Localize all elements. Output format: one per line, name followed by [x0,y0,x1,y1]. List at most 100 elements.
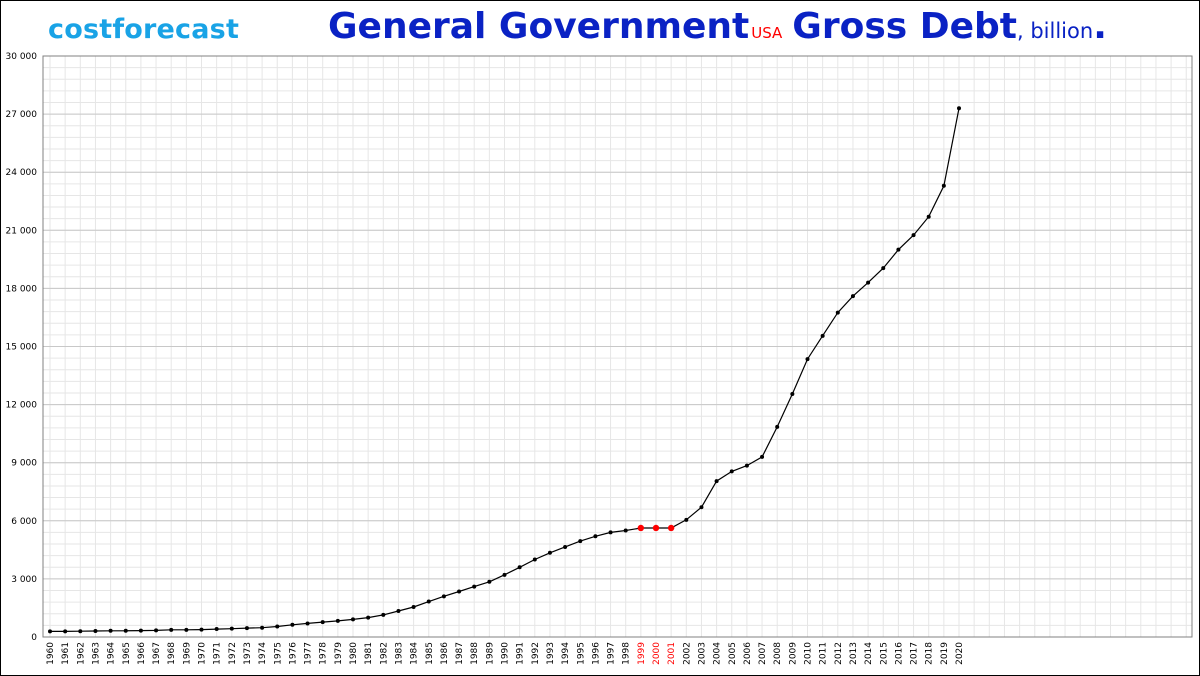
data-point [411,604,416,609]
data-point [775,424,780,429]
data-point [850,294,855,299]
x-tick-label: 2005 [728,642,738,665]
x-tick-label: 1990 [501,642,511,665]
x-tick-label: 2006 [743,642,753,665]
x-tick-label: 1970 [198,642,208,665]
x-tick-label: 1978 [319,642,329,665]
x-tick-label: 2002 [682,642,692,665]
y-tick-label: 24 000 [6,168,38,178]
x-tick-label: 1997 [607,642,617,665]
title-rest: Gross Debt [792,6,1017,47]
data-point-highlighted [667,524,675,532]
data-point [835,310,840,315]
x-tick-label: 1988 [470,642,480,665]
x-tick-label: 2013 [849,642,859,665]
x-tick-label: 2009 [788,642,798,665]
x-tick-label: 1987 [455,642,465,665]
x-tick-label: 2004 [713,642,723,665]
x-tick-label: 1977 [304,642,314,665]
x-tick-label: 2010 [804,642,814,665]
x-tick-label: 1969 [182,642,192,665]
data-point [578,539,583,544]
data-point [48,629,52,634]
data-point [381,612,386,617]
y-tick-label: 15 000 [6,343,38,353]
x-tick-label: 1962 [76,642,86,665]
x-tick-label: 1966 [137,642,147,665]
x-tick-label: 1963 [91,642,101,665]
data-point [684,517,689,522]
y-tick-label: 27 000 [6,110,38,120]
x-tick-label: 1984 [410,642,420,665]
data-point [714,479,719,484]
data-point [199,627,204,632]
x-tick-label: 1980 [349,642,359,665]
data-point [881,266,886,271]
data-point [729,469,734,474]
data-point [517,565,522,570]
y-tick-label: 0 [31,633,37,643]
data-point [790,391,795,396]
data-point [441,594,446,599]
data-point [426,599,431,604]
data-point [563,544,568,549]
axes [42,55,1193,638]
data-point [472,584,477,589]
x-tick-label: 2016 [894,642,904,665]
y-axis-labels: 0 3 000 6 000 9 000 12 000 15 000 18 000 21 000… [6,52,38,643]
data-point [396,609,401,614]
x-tick-label: 2019 [940,642,950,665]
data-point [547,550,552,555]
x-tick-label: 1989 [485,642,495,665]
data-point [487,579,492,584]
x-tick-label: 1972 [228,642,238,665]
data-point [244,626,249,631]
data-point [926,214,931,219]
y-tick-label: 9 000 [11,459,37,469]
x-tick-label: 1982 [379,642,389,665]
x-tick-label: 1994 [561,642,571,665]
data-point [123,628,128,633]
data-point [108,628,113,633]
data-point [154,628,159,633]
data-point [184,627,189,632]
x-tick-label: 1967 [152,642,162,665]
data-point [214,627,219,632]
x-tick-label: 1993 [546,642,556,665]
x-tick-label: 2017 [910,642,920,665]
data-point [457,589,462,594]
data-point [866,280,871,285]
y-tick-label: 18 000 [6,284,38,294]
y-tick-label: 6 000 [11,517,37,527]
data-point [608,530,613,535]
x-tick-label: 2014 [864,642,874,665]
data-point [63,629,68,634]
data-point [502,572,507,577]
x-tick-label: 2012 [834,642,844,665]
x-tick-label: 1961 [61,642,71,665]
x-tick-label: 1975 [273,642,283,665]
data-point [138,628,143,633]
data-point [957,106,961,111]
y-tick-label: 12 000 [6,401,38,411]
data-point [275,624,280,629]
data-point [93,628,98,633]
data-point [532,557,537,562]
data-point [744,463,749,468]
title-main: General Government [328,6,750,47]
data-point [305,621,310,626]
title-country: USA [751,24,783,42]
plot-border [42,55,1193,638]
series-debt [48,106,961,634]
x-tick-label: 1976 [288,642,298,665]
x-tick-label: 2003 [697,642,707,665]
x-tick-label: 1992 [531,642,541,665]
data-point [260,625,265,630]
x-tick-label: 1971 [213,642,223,665]
x-tick-label: 2020 [955,642,965,665]
x-tick-label: 1981 [364,642,374,665]
x-tick-label: 1999 [637,642,647,665]
data-point [896,247,901,252]
y-tick-label: 21 000 [6,226,38,236]
